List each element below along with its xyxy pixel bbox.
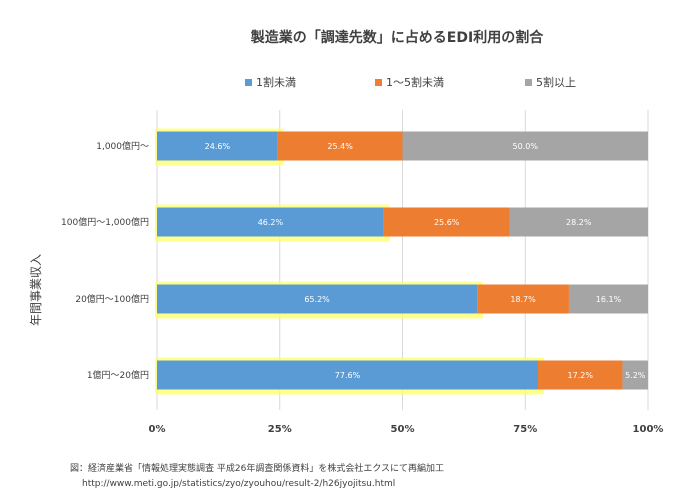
bar-segment <box>157 360 539 390</box>
data-label: 46.2% <box>258 218 284 227</box>
legend-swatch <box>245 79 252 86</box>
bar-segment <box>568 284 648 314</box>
data-label: 25.4% <box>327 142 353 151</box>
chart-title: 製造業の「調達先数」に占めるEDI利用の割合 <box>250 29 544 46</box>
data-label: 65.2% <box>304 295 330 304</box>
legend-swatch <box>525 79 532 86</box>
bar-segment <box>157 207 384 237</box>
data-label: 18.7% <box>510 295 536 304</box>
x-tick-label: 0% <box>149 424 166 435</box>
x-tick-label: 100% <box>633 424 664 435</box>
chart: 製造業の「調達先数」に占めるEDI利用の割合 1割未満 1～5割未満 5割以上 24… <box>29 29 664 435</box>
legend-label: 1割未満 <box>256 75 296 89</box>
data-label: 25.6% <box>434 218 460 227</box>
x-tick-label: 50% <box>391 424 415 435</box>
bar-segment <box>383 207 510 237</box>
bar-segment <box>477 284 569 314</box>
source-text: 図：経済産業省「情報処理実態調査 平成26年調査関係資料」を株式会社エクスにて再… <box>70 464 445 474</box>
y-axis-label: 年間事業収入 <box>29 254 43 326</box>
bar-segment <box>622 360 648 390</box>
legend-label: 5割以上 <box>536 75 576 89</box>
bar-segment <box>157 131 278 161</box>
legend-label: 1～5割未満 <box>386 75 444 89</box>
data-label: 5.2% <box>625 371 646 380</box>
data-label: 77.6% <box>335 371 361 380</box>
data-label: 50.0% <box>513 142 539 151</box>
category-label: 1億円～20億円 <box>87 369 149 381</box>
data-label: 28.2% <box>566 218 592 227</box>
data-label: 24.6% <box>205 142 231 151</box>
legend-swatch <box>375 79 382 86</box>
category-label: 100億円～1,000億円 <box>61 216 149 228</box>
bar-segment <box>538 360 623 390</box>
data-label: 16.1% <box>596 295 622 304</box>
legend: 1割未満 1～5割未満 5割以上 <box>245 75 576 89</box>
data-label: 17.2% <box>568 371 594 380</box>
x-tick-label: 75% <box>513 424 537 435</box>
bar-segment <box>157 284 478 314</box>
bar-segment <box>509 207 648 237</box>
bars: 24.6% 25.4% 50.0% 46.2% 25.6% 28.2% 65.2% 18.7%… <box>155 128 648 395</box>
category-labels: 1,000億円～ 100億円～1,000億円 20億円～100億円 1億円～20億円 <box>61 140 149 381</box>
bar-segment <box>277 131 403 161</box>
category-label: 1,000億円～ <box>96 140 149 152</box>
x-tick-labels: 0% 25% 50% 75% 100% <box>149 424 664 435</box>
source-note: 図：経済産業省「情報処理実態調査 平成26年調査関係資料」を株式会社エクスにて再… <box>70 462 444 492</box>
source-url[interactable]: http://www.meti.go.jp/statistics/zyo/zyo… <box>82 479 396 489</box>
bar-segment <box>402 131 648 161</box>
category-label: 20億円～100億円 <box>75 293 149 305</box>
x-tick-label: 25% <box>268 424 292 435</box>
